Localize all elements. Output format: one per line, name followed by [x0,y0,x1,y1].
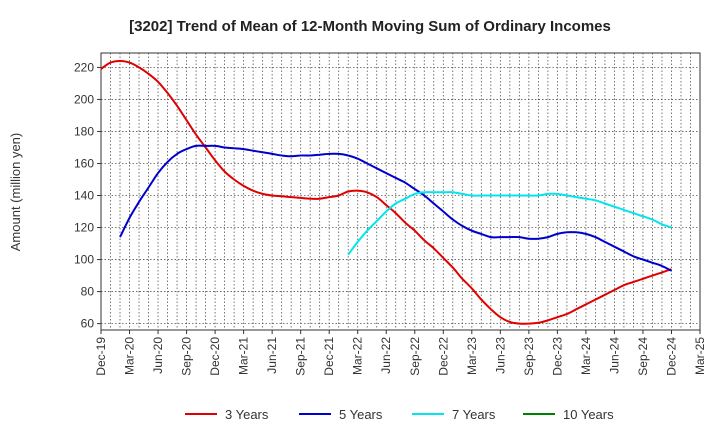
x-tick-label: Jun-24 [607,337,621,374]
x-tick-label: Dec-24 [664,337,678,376]
y-tick-label: 160 [74,156,94,170]
y-tick-label: 220 [74,60,94,74]
y-axis-label: Amount (million yen) [8,133,23,252]
grid [100,53,701,330]
tick-labels: 60 80 100 120 140 160 180 200 220 Dec-19 Mar-20 Jun… [74,60,707,375]
x-tick-label: Jun-22 [379,337,393,374]
x-tick-label: Sep-21 [294,337,308,376]
x-tick-label: Dec-19 [94,337,108,376]
series-line-5-years [119,144,672,272]
legend-label-10-years: 10 Years [563,407,614,422]
x-tick-label: Jun-21 [265,337,279,374]
x-tick-label: Dec-20 [208,337,222,376]
legend-label-7-years: 7 Years [452,407,496,422]
series-line-3-years [100,60,672,325]
x-tick-label: Jun-20 [151,337,165,374]
x-tick-label: Jun-23 [493,337,507,374]
x-tick-label: Sep-24 [636,337,650,376]
x-tick-label: Sep-23 [522,337,536,376]
series-lines [100,60,672,325]
y-tick-label: 120 [74,221,94,235]
x-tick-label: Mar-20 [123,337,137,375]
x-tick-label: Dec-21 [322,337,336,376]
plot-frame [100,52,701,331]
axes [97,52,701,334]
y-tick-label: 100 [74,253,94,267]
x-tick-label: Sep-20 [180,337,194,376]
x-tick-label: Sep-22 [408,337,422,376]
x-tick-label: Mar-24 [579,337,593,375]
y-tick-label: 200 [74,92,94,106]
legend-label-3-years: 3 Years [225,407,269,422]
y-tick-label: 80 [81,285,95,299]
y-tick-label: 140 [74,189,94,203]
x-tick-label: Dec-22 [436,337,450,376]
x-tick-label: Mar-23 [465,337,479,375]
y-tick-label: 180 [74,124,94,138]
x-tick-label: Mar-21 [237,337,251,375]
chart-title: [3202] Trend of Mean of 12-Month Moving … [129,18,611,35]
legend-label-5-years: 5 Years [339,407,383,422]
series-line-7-years [347,191,672,256]
x-tick-label: Dec-23 [550,337,564,376]
x-tick-label: Mar-22 [351,337,365,375]
x-tick-label: Mar-25 [693,337,707,375]
y-tick-label: 60 [81,317,95,331]
legend: 3 Years 5 Years 7 Years 10 Years [185,407,614,422]
